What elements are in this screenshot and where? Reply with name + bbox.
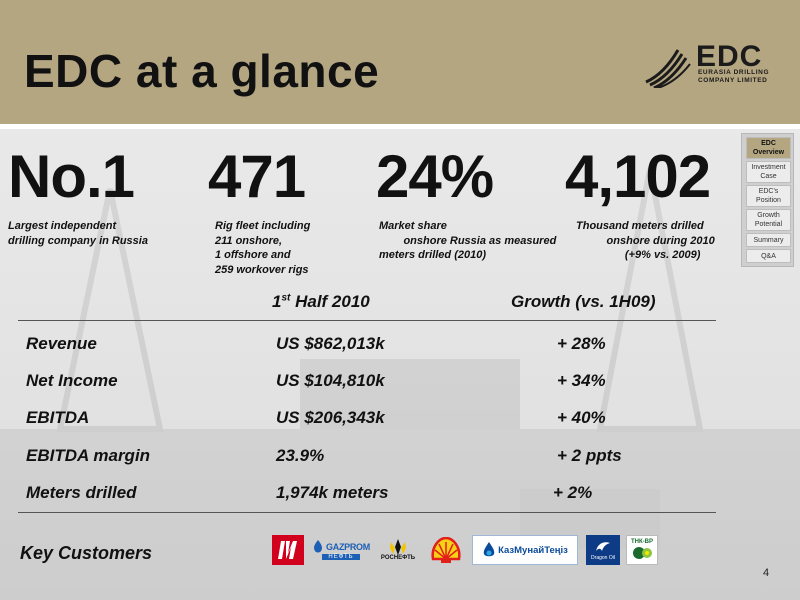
stat-value-rig-fleet: 471 [208, 143, 306, 210]
row-label-meters-drilled: Meters drilled [26, 483, 137, 502]
page-title: EDC at a glance [24, 45, 380, 97]
period-label: Half 2010 [290, 292, 370, 311]
table-top-rule [18, 320, 716, 321]
header-divider [0, 124, 800, 129]
gazprom-neft-subtext: НЕФТЬ [322, 554, 360, 560]
tnk-bp-text: ТНК-BP [631, 539, 653, 545]
row-growth-meters-drilled: + 2% [553, 483, 593, 502]
shell-icon [431, 537, 461, 563]
nav-item-investment-case[interactable]: Investment Case [746, 161, 791, 183]
nav-item-edc-overview[interactable]: EDC Overview [746, 137, 791, 159]
page-number: 4 [763, 567, 770, 579]
stat-caption-rank: Largest independent drilling company in … [8, 220, 148, 247]
customer-logo-gazprom-neft: GAZPROM НЕФТЬ [312, 535, 370, 565]
row-growth-ebitda-margin: + 2 ppts [557, 446, 622, 465]
logo-subtitle-line1: EURASIA DRILLING [698, 69, 770, 76]
nav-item-summary[interactable]: Summary [746, 233, 791, 247]
customer-logo-tnk-bp: ТНК-BP [626, 535, 658, 565]
gazprom-flame-icon [314, 540, 323, 553]
background-rig-art [0, 168, 800, 600]
customer-logo-shell [430, 535, 462, 565]
period-ordinal: st [281, 292, 291, 304]
dragon-oil-text: Dragon Oil [591, 555, 615, 561]
table-header-period: 1st Half 2010 [272, 292, 370, 312]
table-header-growth: Growth (vs. 1H09) [511, 292, 656, 311]
gazprom-neft-mark: GAZPROM [312, 540, 370, 554]
logo-subtitle: EURASIA DRILLING COMPANY LIMITED [698, 69, 788, 85]
row-label-revenue: Revenue [26, 334, 97, 353]
rosneft-icon [390, 539, 406, 555]
row-growth-revenue: + 28% [557, 334, 606, 353]
customer-logo-rosneft: РОСНЕФТЬ [373, 535, 423, 565]
row-label-net-income: Net Income [26, 371, 118, 390]
stat-value-meters-drilled: 4,102 [565, 143, 711, 210]
period-number: 1 [272, 292, 282, 311]
tnk-bp-icon [633, 547, 652, 559]
row-label-ebitda-margin: EBITDA margin [26, 446, 151, 465]
kazmunaygas-text: КазМунайТеңіз [498, 544, 568, 556]
row-growth-net-income: + 34% [557, 371, 606, 390]
logo-subtitle-line2: COMPANY LIMITED [698, 77, 768, 84]
company-logo: EDC EURASIA DRILLING COMPANY LIMITED [640, 38, 780, 90]
lukoil-icon [272, 535, 304, 565]
row-value-ebitda: US $206,343k [276, 408, 385, 427]
rosneft-text: РОСНЕФТЬ [380, 555, 416, 561]
customer-logo-lukoil [272, 535, 304, 565]
row-growth-ebitda: + 40% [557, 408, 606, 427]
nav-item-growth-potential[interactable]: Growth Potential [746, 209, 791, 231]
row-value-revenue: US $862,013k [276, 334, 385, 353]
row-label-ebitda: EBITDA [26, 408, 90, 427]
customer-logo-dragon-oil: Dragon Oil [586, 535, 620, 565]
header-band [0, 0, 800, 124]
logo-name: EDC [696, 40, 763, 73]
nav-item-edcs-position[interactable]: EDC's Position [746, 185, 791, 207]
key-customers-label: Key Customers [20, 543, 153, 563]
table-bottom-rule [18, 512, 716, 513]
stat-caption-meters-drilled: Thousand meters drilled onshore during 2… [576, 220, 715, 261]
edc-swoosh-icon [645, 49, 691, 88]
stat-value-rank: No.1 [8, 143, 135, 210]
row-value-meters-drilled: 1,974k meters [276, 483, 389, 502]
stat-caption-rig-fleet: Rig fleet including 211 onshore, 1 offsh… [215, 220, 311, 276]
gazprom-text: GAZPROM [326, 542, 370, 552]
stat-caption-market-share: Market share onshore Russia as measured … [379, 220, 557, 261]
customer-logo-kazmunaygas: КазМунайТеңіз [472, 535, 578, 565]
dragon-oil-icon [596, 542, 610, 551]
kazmunaygas-drop-icon [483, 542, 495, 557]
row-value-ebitda-margin: 23.9% [276, 446, 325, 465]
nav-item-qa[interactable]: Q&A [746, 249, 791, 263]
section-nav: EDC Overview Investment Case EDC's Posit… [741, 133, 794, 267]
stat-value-market-share: 24% [376, 143, 494, 210]
row-value-net-income: US $104,810k [276, 371, 385, 390]
